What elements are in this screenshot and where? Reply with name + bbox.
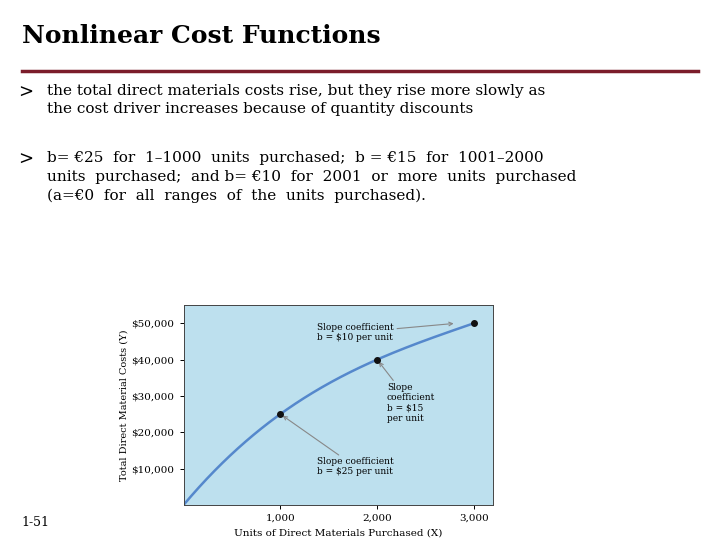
Text: b= €25  for  1–1000  units  purchased;  b = €15  for  1001–2000
units  purchased: b= €25 for 1–1000 units purchased; b = €… (47, 151, 576, 202)
X-axis label: Units of Direct Materials Purchased (X): Units of Direct Materials Purchased (X) (234, 529, 443, 537)
Text: Slope coefficient
b = $25 per unit: Slope coefficient b = $25 per unit (284, 416, 394, 476)
Text: Slope coefficient
b = $10 per unit: Slope coefficient b = $10 per unit (317, 322, 452, 342)
Text: 1-51: 1-51 (22, 516, 50, 529)
Text: Nonlinear Cost Functions: Nonlinear Cost Functions (22, 24, 380, 48)
Text: >: > (18, 151, 33, 169)
Y-axis label: Total Direct Material Costs (Y): Total Direct Material Costs (Y) (120, 329, 129, 481)
Text: the total direct materials costs rise, but they rise more slowly as
the cost dri: the total direct materials costs rise, b… (47, 84, 545, 116)
Text: >: > (18, 84, 33, 102)
Text: Slope
coefficient
b = $15
per unit: Slope coefficient b = $15 per unit (379, 363, 435, 423)
